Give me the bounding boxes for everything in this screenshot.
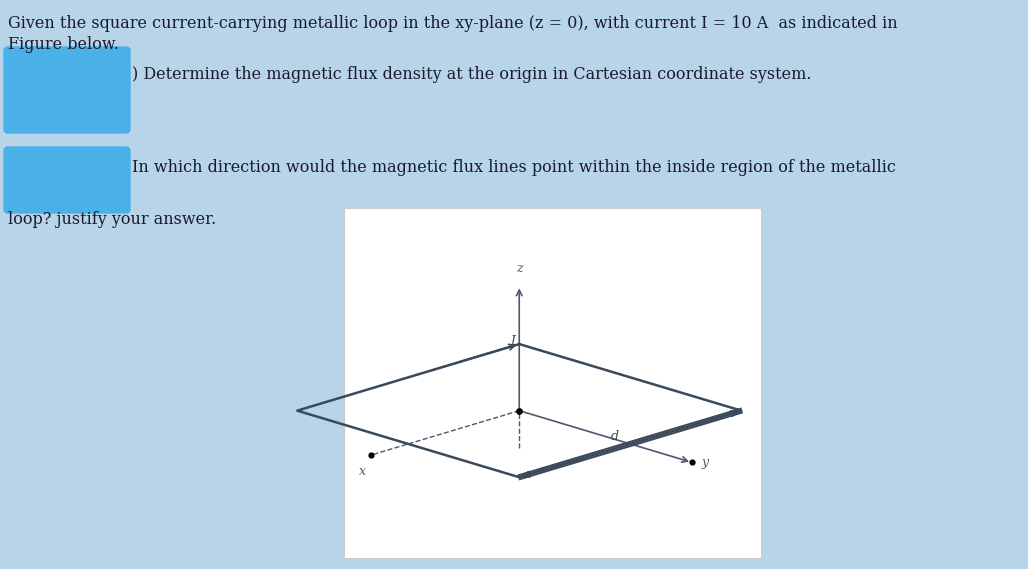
- Text: loop? justify your answer.: loop? justify your answer.: [8, 211, 216, 228]
- Text: z: z: [516, 262, 522, 275]
- FancyBboxPatch shape: [4, 147, 130, 213]
- Text: d: d: [611, 430, 619, 443]
- Text: y: y: [702, 456, 709, 469]
- Text: I: I: [511, 335, 516, 348]
- Point: [511, 406, 527, 415]
- Text: Figure below.: Figure below.: [8, 36, 119, 53]
- Text: In which direction would the magnetic flux lines point within the inside region : In which direction would the magnetic fl…: [132, 159, 895, 176]
- FancyBboxPatch shape: [344, 208, 761, 558]
- Text: x: x: [359, 465, 366, 478]
- Text: Given the square current-carrying metallic loop in the xy-plane (z = 0), with cu: Given the square current-carrying metall…: [8, 15, 897, 32]
- Point: [363, 451, 379, 460]
- Point: [684, 458, 700, 467]
- Text: ) Determine the magnetic flux density at the origin in Cartesian coordinate syst: ) Determine the magnetic flux density at…: [132, 66, 811, 83]
- FancyBboxPatch shape: [4, 47, 130, 133]
